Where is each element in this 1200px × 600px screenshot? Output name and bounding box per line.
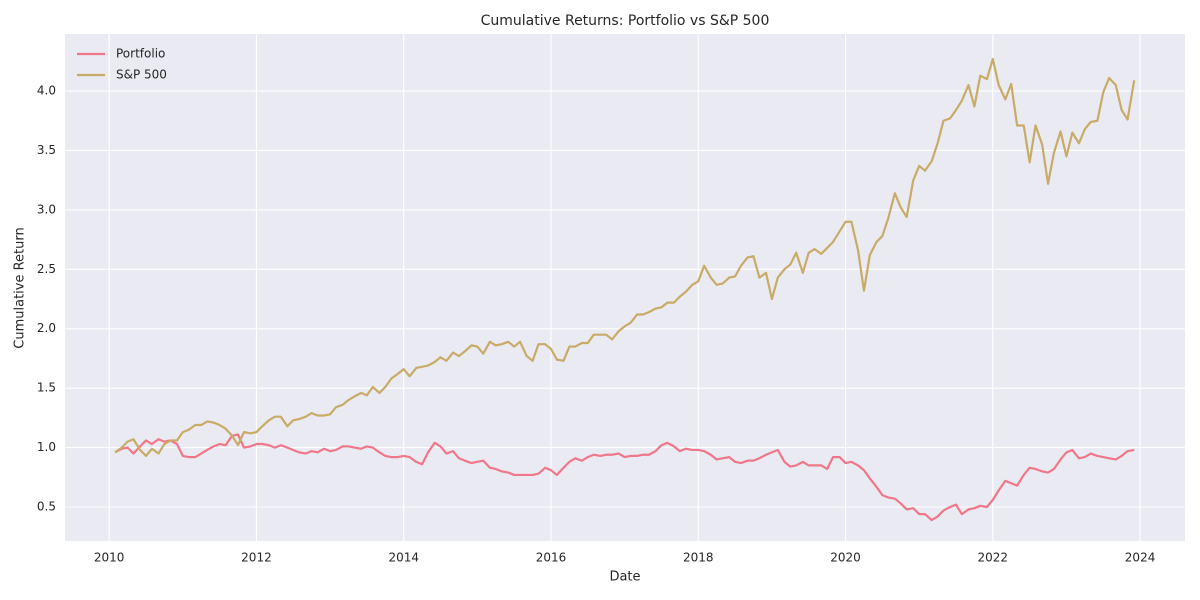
plot-area (65, 34, 1185, 541)
y-tick-label: 4.0 (37, 84, 56, 98)
y-tick-label: 1.5 (37, 381, 56, 395)
x-tick-label: 2012 (241, 551, 272, 565)
legend-label: S&P 500 (116, 68, 167, 82)
x-tick-label: 2020 (830, 551, 861, 565)
y-tick-label: 0.5 (37, 500, 56, 514)
x-tick-label: 2022 (978, 551, 1009, 565)
x-tick-label: 2016 (536, 551, 567, 565)
y-tick-label: 2.5 (37, 262, 56, 276)
y-axis-label: Cumulative Return (13, 227, 28, 348)
x-tick-label: 2024 (1125, 551, 1156, 565)
x-tick-label: 2014 (388, 551, 419, 565)
y-tick-label: 3.5 (37, 143, 56, 157)
y-tick-label: 2.0 (37, 321, 56, 335)
x-tick-label: 2010 (94, 551, 125, 565)
legend-label: Portfolio (116, 47, 165, 61)
x-axis-label: Date (609, 570, 640, 585)
series-line (114, 433, 1135, 522)
series-line (114, 57, 1136, 458)
lines (114, 57, 1136, 522)
legend: Portfolio S&P 500 (77, 47, 167, 82)
y-tick-label: 3.0 (37, 202, 56, 216)
x-tick-label: 2018 (683, 551, 714, 565)
chart-title: Cumulative Returns: Portfolio vs S&P 500 (481, 13, 770, 29)
grid (65, 34, 1185, 541)
y-tick-label: 1.0 (37, 440, 56, 454)
